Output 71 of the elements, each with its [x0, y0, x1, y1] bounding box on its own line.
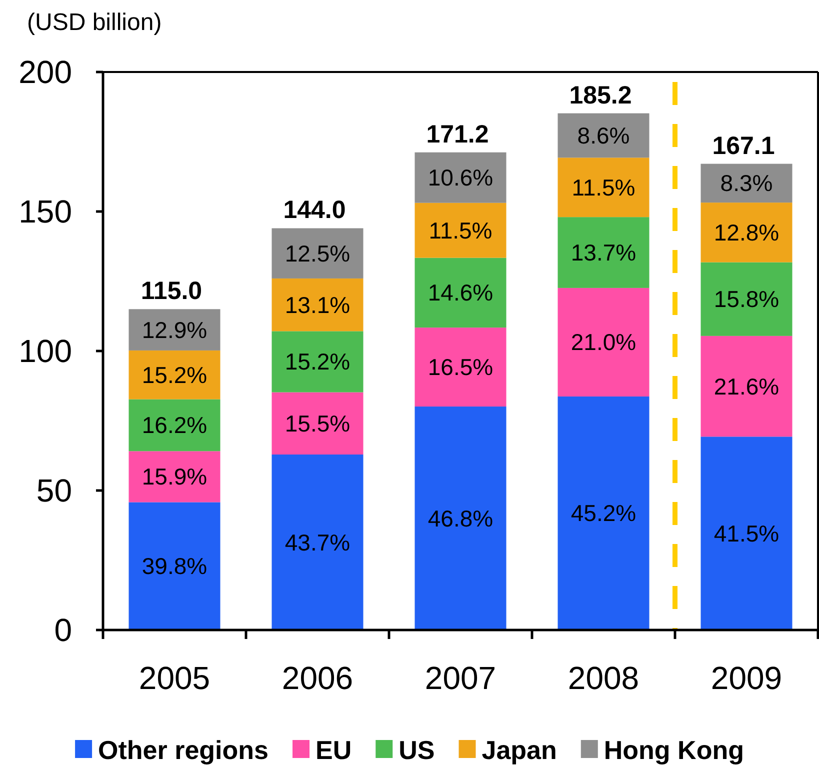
y-tick-label: 50 — [36, 472, 72, 508]
bar — [700, 436, 792, 630]
annotation: 15.2% — [142, 362, 208, 388]
y-axis-title: (USD billion) — [27, 9, 162, 36]
annotation: 41.5% — [714, 520, 780, 546]
bar — [128, 350, 220, 400]
y-tick-label: 150 — [18, 194, 72, 230]
legend-label: Hong Kong — [604, 735, 744, 765]
legend-label: Other regions — [98, 735, 269, 765]
annotation: 43.7% — [284, 529, 350, 556]
annotation: 15.8% — [714, 286, 780, 312]
bar — [128, 399, 220, 452]
annotation: 13.1% — [284, 292, 350, 318]
x-tick-label: 2008 — [568, 660, 640, 696]
x-tick-label: 2006 — [282, 660, 354, 696]
annotation: 12.9% — [142, 316, 208, 343]
annotation: 10.6% — [428, 164, 494, 191]
bar — [700, 262, 792, 336]
bar — [128, 451, 220, 502]
bar — [558, 396, 650, 630]
bar — [272, 228, 364, 278]
bar — [272, 331, 364, 392]
bar — [414, 202, 506, 258]
bar — [272, 392, 364, 455]
annotation: 11.5% — [572, 174, 636, 200]
bar — [414, 258, 506, 328]
total-label: 171.2 — [426, 120, 489, 148]
annotation: 13.7% — [570, 240, 636, 266]
bar — [558, 158, 650, 218]
bar — [414, 406, 506, 630]
bar — [414, 328, 506, 407]
bar — [700, 336, 792, 437]
annotation: 15.2% — [284, 348, 350, 375]
total-label: 115.0 — [140, 277, 202, 306]
annotation: 12.5% — [284, 240, 350, 266]
x-tick-label: 2005 — [138, 660, 210, 696]
bar — [700, 164, 792, 203]
annotation: 8.6% — [577, 122, 630, 148]
bar — [558, 217, 650, 288]
y-tick-label: 200 — [18, 54, 72, 90]
bar — [558, 113, 650, 158]
bar — [414, 152, 506, 203]
annotation: 16.5% — [428, 354, 494, 380]
bar — [272, 278, 364, 332]
annotation: 15.5% — [284, 410, 350, 436]
annotation: 14.6% — [428, 280, 494, 306]
annotation: 8.3% — [720, 170, 773, 196]
annotation: 21.6% — [714, 373, 780, 400]
annotation: 11.5% — [428, 217, 492, 244]
total-label: 185.2 — [569, 81, 632, 110]
x-tick-label: 2007 — [424, 660, 496, 696]
annotation: 12.8% — [714, 219, 780, 246]
annotation: 46.8% — [428, 505, 494, 532]
bar — [700, 202, 792, 262]
annotation: 21.0% — [570, 329, 636, 356]
legend-label: US — [398, 735, 435, 765]
annotation: 16.2% — [142, 412, 208, 438]
y-tick-label: 0 — [54, 612, 72, 648]
legend-label: Japan — [482, 735, 557, 765]
y-tick-label: 100 — [18, 333, 72, 369]
total-label: 167.1 — [712, 132, 775, 160]
annotation: 15.9% — [142, 464, 208, 490]
total-label: 144.0 — [283, 196, 346, 224]
bar — [272, 454, 364, 630]
x-tick-label: 2009 — [710, 660, 782, 696]
legend-label: EU — [316, 735, 352, 765]
bar — [128, 502, 220, 630]
annotation: 39.8% — [142, 553, 208, 580]
annotation: 45.2% — [570, 500, 636, 526]
bar — [128, 309, 220, 350]
bar — [558, 288, 650, 396]
